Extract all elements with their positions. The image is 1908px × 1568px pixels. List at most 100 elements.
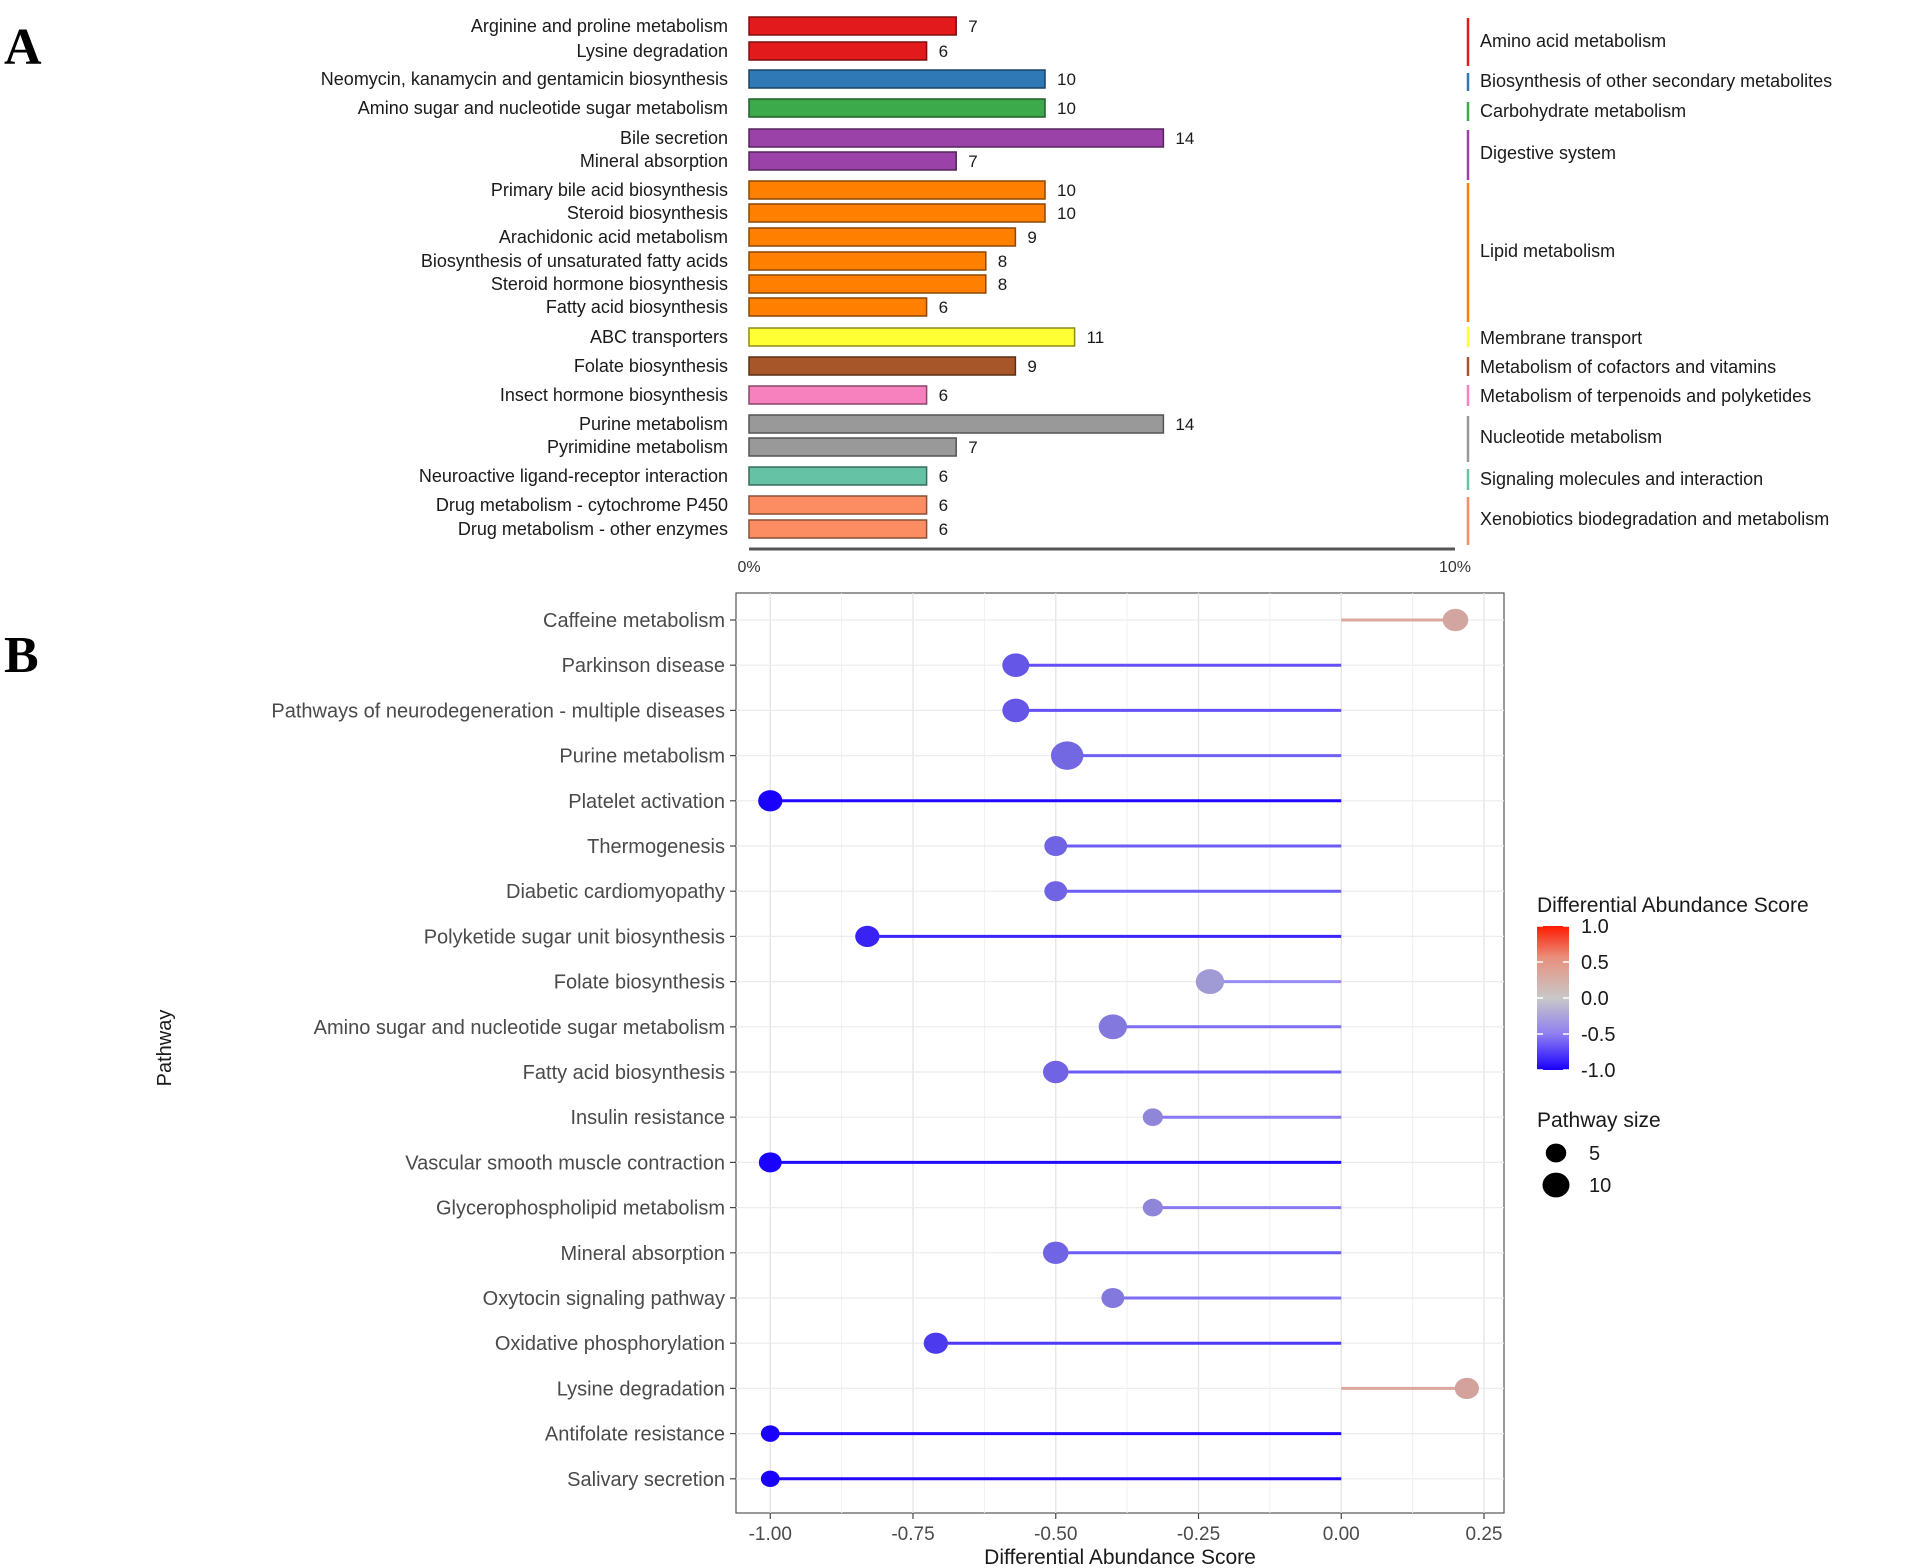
bar-insect-hormone-biosynthesis — [748, 385, 928, 405]
size-legend-dot — [1545, 1143, 1567, 1163]
lollipop-point-oxidative-phosphorylation — [923, 1332, 948, 1354]
bar-value-label: 6 — [939, 496, 948, 515]
bar-value-label: 10 — [1057, 99, 1076, 118]
panel-b-lollipop-chart: Caffeine metabolism Parkinson disease Path… — [154, 592, 1809, 1568]
group-legend-label: Amino acid metabolism — [1480, 31, 1666, 51]
y-tick-label: Oxidative phosphorylation — [495, 1333, 725, 1355]
bar-bile-secretion — [748, 128, 1165, 148]
bar-category-label: Neomycin, kanamycin and gentamicin biosy… — [321, 69, 728, 89]
bar-abc-transporters — [748, 327, 1076, 347]
bar-mineral-absorption — [748, 151, 957, 171]
y-tick-label: Insulin resistance — [570, 1107, 725, 1129]
bar-category-label: Folate biosynthesis — [574, 356, 728, 376]
y-tick-label: Diabetic cardiomyopathy — [506, 881, 725, 903]
bar-category-label: Bile secretion — [620, 128, 728, 148]
bar-biosynthesis-of-unsaturated-fatty-acids — [748, 251, 987, 271]
panel-a-bar-chart: Arginine and proline metabolism 7 Lysine d… — [321, 16, 1832, 576]
bar-neuroactive-ligand-receptor-interaction — [748, 466, 928, 486]
bar-arachidonic-acid-metabolism — [748, 227, 1017, 247]
lollipop-point-polyketide-sugar-unit-biosynthesis — [855, 925, 880, 948]
y-tick-label: Fatty acid biosynthesis — [523, 1062, 725, 1084]
lollipop-point-pathways-of-neurodegeneration-multiple-diseases — [1002, 698, 1030, 723]
x-tick-label: -0.25 — [1177, 1524, 1220, 1545]
x-axis-title: Differential Abundance Score — [984, 1546, 1256, 1568]
bar-value-label: 6 — [939, 298, 948, 317]
bar-value-label: 6 — [939, 386, 948, 405]
bar-neomycin-kanamycin-and-gentamicin-biosynthesis — [748, 69, 1046, 89]
panel-a-label: A — [4, 19, 42, 76]
bar-category-label: Amino sugar and nucleotide sugar metabol… — [358, 98, 728, 118]
lollipop-point-parkinson-disease — [1002, 653, 1030, 678]
group-legend-label: Digestive system — [1480, 143, 1616, 163]
bar-fatty-acid-biosynthesis — [748, 297, 928, 317]
y-tick-label: Glycerophospholipid metabolism — [436, 1198, 725, 1220]
size-legend-dot — [1542, 1172, 1570, 1198]
y-tick-label: Mineral absorption — [560, 1243, 725, 1265]
group-legend-label: Metabolism of terpenoids and polyketides — [1480, 386, 1811, 406]
bar-value-label: 8 — [998, 275, 1007, 294]
bar-drug-metabolism-other-enzymes — [748, 519, 928, 539]
size-legend-label: 10 — [1589, 1175, 1611, 1197]
bar-purine-metabolism — [748, 414, 1165, 434]
group-legend-label: Lipid metabolism — [1480, 241, 1615, 261]
bar-value-label: 6 — [939, 42, 948, 61]
group-legend-label: Nucleotide metabolism — [1480, 427, 1662, 447]
bar-x-tick-label: 0% — [737, 559, 760, 576]
y-tick-label: Folate biosynthesis — [554, 972, 725, 994]
bar-drug-metabolism-cytochrome-p450 — [748, 495, 928, 515]
bar-value-label: 14 — [1175, 415, 1194, 434]
bar-value-label: 10 — [1057, 70, 1076, 89]
bar-pyrimidine-metabolism — [748, 437, 957, 457]
y-tick-label: Parkinson disease — [562, 655, 725, 677]
lollipop-point-caffeine-metabolism — [1442, 608, 1469, 632]
y-tick-label: Pathways of neurodegeneration - multiple… — [271, 700, 725, 722]
color-bar-tick-label: -0.5 — [1581, 1024, 1615, 1046]
bar-category-label: Steroid biosynthesis — [567, 203, 728, 223]
y-tick-label: Amino sugar and nucleotide sugar metabol… — [314, 1017, 725, 1039]
lollipop-point-vascular-smooth-muscle-contraction — [758, 1152, 782, 1173]
lollipop-point-insulin-resistance — [1142, 1108, 1163, 1127]
bar-value-label: 7 — [968, 438, 977, 457]
lollipop-point-amino-sugar-and-nucleotide-sugar-metabolism — [1098, 1014, 1128, 1040]
color-bar-tick-label: 1.0 — [1581, 916, 1609, 938]
y-tick-label: Salivary secretion — [567, 1469, 725, 1491]
lollipop-point-purine-metabolism — [1050, 741, 1084, 770]
group-legend-label: Signaling molecules and interaction — [1480, 469, 1763, 489]
bar-category-label: Insect hormone biosynthesis — [500, 385, 728, 405]
y-tick-label: Vascular smooth muscle contraction — [405, 1152, 725, 1174]
bar-steroid-biosynthesis — [748, 203, 1046, 223]
bar-category-label: Mineral absorption — [580, 151, 728, 171]
bar-value-label: 14 — [1175, 129, 1194, 148]
color-bar-tick-label: 0.5 — [1581, 952, 1609, 974]
group-legend-label: Membrane transport — [1480, 328, 1642, 348]
group-legend-label: Xenobiotics biodegradation and metabolis… — [1480, 509, 1829, 529]
bar-steroid-hormone-biosynthesis — [748, 274, 987, 294]
bar-primary-bile-acid-biosynthesis — [748, 180, 1046, 200]
bar-value-label: 6 — [939, 520, 948, 539]
bar-value-label: 6 — [939, 467, 948, 486]
bar-value-label: 10 — [1057, 204, 1076, 223]
lollipop-plot-area — [735, 592, 1505, 1514]
y-tick-label: Thermogenesis — [587, 836, 725, 858]
bar-amino-sugar-and-nucleotide-sugar-metabolism — [748, 98, 1046, 118]
bar-value-label: 8 — [998, 252, 1007, 271]
lollipop-point-mineral-absorption — [1042, 1241, 1069, 1265]
bar-category-label: ABC transporters — [590, 327, 728, 347]
bar-value-label: 7 — [968, 17, 977, 36]
x-tick-label: -0.50 — [1034, 1524, 1077, 1545]
lollipop-point-lysine-degradation — [1454, 1377, 1480, 1400]
lollipop-point-folate-biosynthesis — [1195, 969, 1225, 995]
x-tick-label: -1.00 — [749, 1524, 792, 1545]
bar-category-label: Purine metabolism — [579, 414, 728, 434]
bar-category-label: Biosynthesis of unsaturated fatty acids — [421, 251, 728, 271]
bar-value-label: 7 — [968, 152, 977, 171]
y-tick-label: Caffeine metabolism — [543, 610, 725, 632]
bar-category-label: Arginine and proline metabolism — [471, 16, 728, 36]
size-legend-label: 5 — [1589, 1143, 1600, 1165]
x-tick-label: 0.25 — [1466, 1524, 1503, 1545]
bar-arginine-and-proline-metabolism — [748, 16, 957, 36]
bar-category-label: Neuroactive ligand-receptor interaction — [419, 466, 728, 486]
y-tick-label: Lysine degradation — [557, 1378, 725, 1400]
bar-category-label: Primary bile acid biosynthesis — [491, 180, 728, 200]
